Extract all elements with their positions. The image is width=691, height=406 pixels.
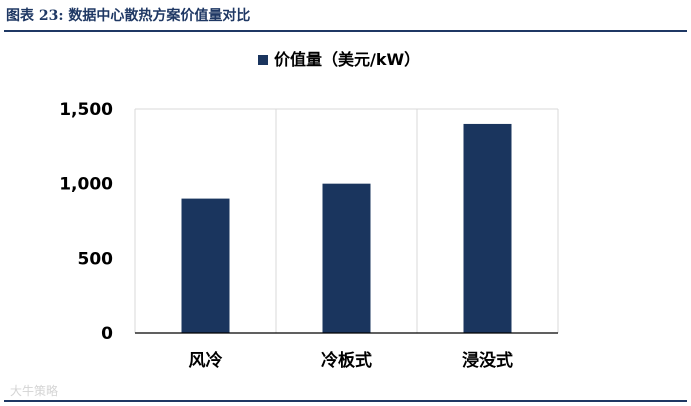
bar-series [181, 123, 512, 333]
y-tick-label: 0 [101, 324, 113, 344]
bar-3 [463, 123, 512, 333]
figure-caption: 图表 23: 数据中心散热方案价值量对比 [6, 8, 251, 24]
y-tick-label: 1,500 [59, 100, 113, 120]
watermark-text: 大牛策略 [10, 384, 59, 398]
x-tick-label: 风冷 [189, 350, 223, 371]
bar-1 [181, 198, 230, 333]
y-axis: 0 500 1,000 1,500 [59, 100, 113, 344]
y-tick-label: 1,000 [59, 175, 113, 195]
legend: 价值量（美元/kW） [258, 50, 420, 69]
footer-divider [4, 400, 687, 402]
y-tick-label: 500 [78, 249, 114, 269]
legend-swatch [258, 55, 268, 65]
chart-grid [134, 108, 559, 333]
x-axis: 风冷 冷板式 浸没式 [135, 332, 558, 371]
x-tick-label: 浸没式 [462, 350, 513, 371]
caption-divider [4, 30, 687, 32]
bar-2 [322, 183, 371, 333]
x-tick-label: 冷板式 [321, 350, 372, 371]
legend-label: 价值量（美元/kW） [274, 50, 420, 69]
